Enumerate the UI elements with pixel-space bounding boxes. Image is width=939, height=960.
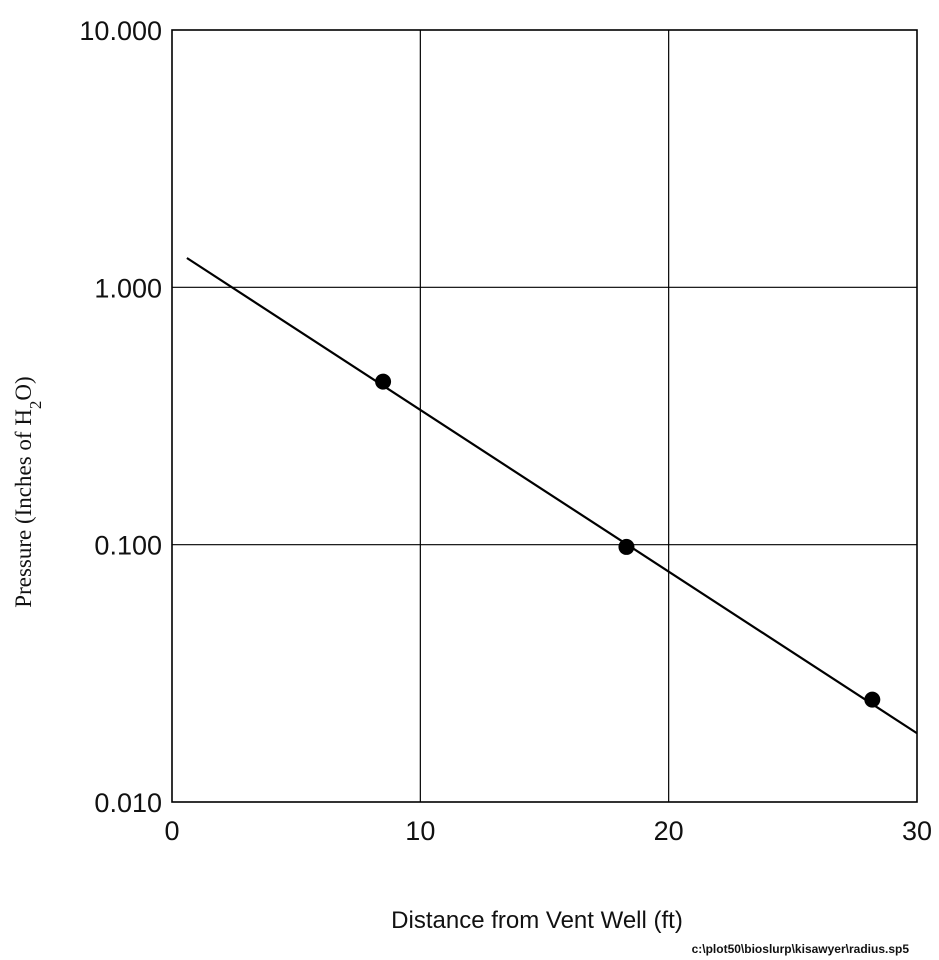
y-tick-label: 1.000: [94, 273, 162, 303]
plot-frame: [171, 29, 918, 803]
data-point: [864, 691, 881, 708]
fit-line-group: [186, 257, 918, 735]
x-tick-label: 20: [654, 816, 684, 846]
chart-grid: [171, 29, 918, 803]
x-tick-labels: 0 10 20 30: [164, 816, 932, 846]
x-tick-label: 0: [164, 816, 179, 846]
y-tick-label: 10.000: [79, 16, 162, 46]
y-tick-label: 0.010: [94, 788, 162, 818]
x-axis-title: Distance from Vent Well (ft): [391, 907, 683, 934]
y-axis-title: Pressure (Inches of H2O): [11, 376, 45, 607]
y-axis-title-suffix: O): [11, 376, 36, 400]
y-axis-title-prefix: Pressure (Inches of H: [11, 409, 36, 608]
data-points: [375, 373, 881, 708]
x-tick-label: 30: [902, 816, 932, 846]
data-point: [375, 373, 392, 390]
regression-line: [186, 257, 918, 735]
x-tick-label: 10: [405, 816, 435, 846]
y-axis-title-subscript: 2: [26, 401, 45, 410]
file-path-footer: c:\plot50\bioslurp\kisawyer\radius.sp5: [692, 942, 910, 956]
data-point: [618, 538, 635, 555]
y-tick-labels: 0.010 0.100 1.000 10.000: [79, 16, 162, 818]
y-tick-label: 0.100: [94, 531, 162, 561]
